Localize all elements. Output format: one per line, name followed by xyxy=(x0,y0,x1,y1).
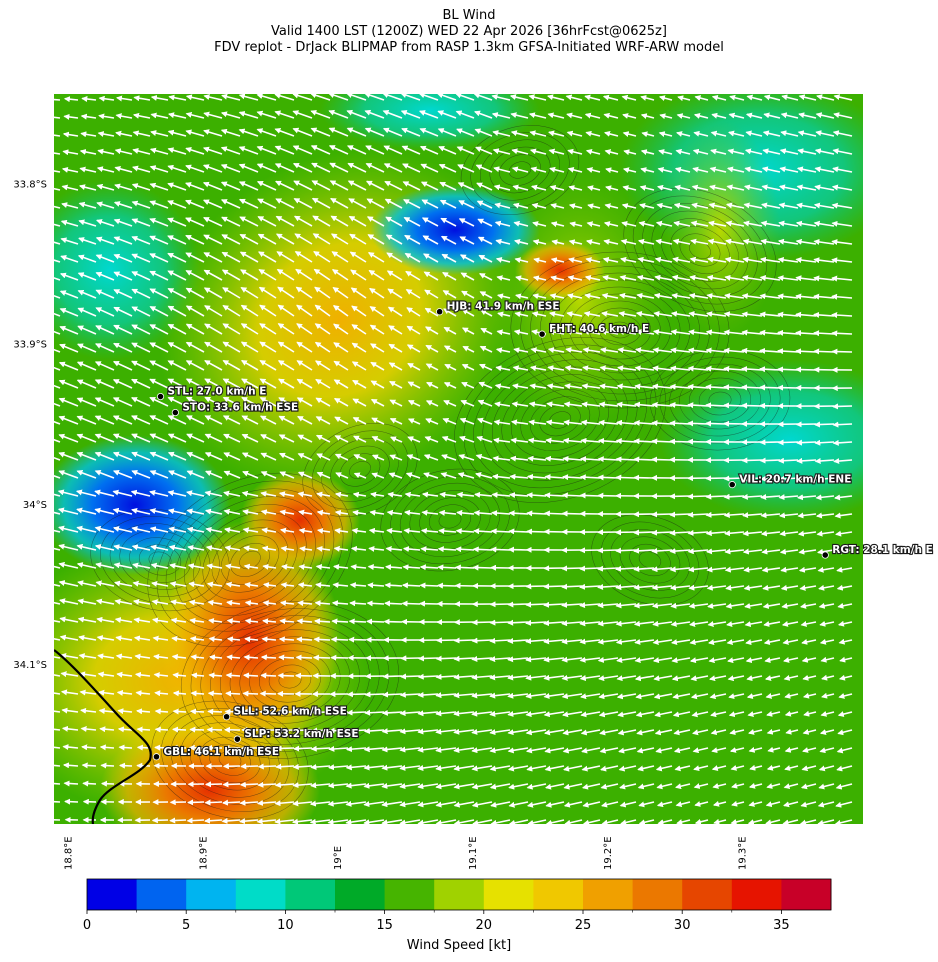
colorbar-tick-label: 15 xyxy=(376,918,393,933)
lon-tick-label: 18.8°E xyxy=(63,836,74,870)
station-label-fht: FHT: 40.6 km/h E xyxy=(549,323,649,335)
colorbar-tick-label: 10 xyxy=(277,918,294,933)
colorbar-bin xyxy=(87,879,138,910)
station-label-slp: SLP: 53.2 km/h ESE xyxy=(244,728,358,740)
colorbar-bin xyxy=(682,879,733,910)
station-label-rgt: RGT: 28.1 km/h E xyxy=(832,544,933,556)
lat-tick-label: 33.9°S xyxy=(13,340,47,351)
station-label-vil: VIL: 20.7 km/h ENE xyxy=(739,474,851,486)
colorbar-bin xyxy=(632,879,683,910)
station-dot-gbl xyxy=(152,753,161,761)
colorbar-bin xyxy=(533,879,584,910)
colorbar-tick-label: 20 xyxy=(476,918,493,933)
colorbar-bin xyxy=(186,879,237,910)
station-dot-rgt xyxy=(821,551,829,559)
lon-tick-label: 19°E xyxy=(333,846,344,870)
station-markers: HJB: 41.9 km/h ESE FHT: 40.6 km/h E STL: 2… xyxy=(152,300,934,761)
colorbar-bin xyxy=(136,879,187,910)
station-dot-slp xyxy=(233,735,241,743)
colorbar-tick-label: 0 xyxy=(83,918,91,933)
coastline xyxy=(54,649,152,824)
lat-tick-label: 34.1°S xyxy=(13,660,47,671)
longitude-axis: 18.8°E 18.9°E 19°E 19.1°E 19.2°E 19.3°E xyxy=(63,836,748,870)
colorbar-bin xyxy=(781,879,832,910)
chart-subtitle-model: FDV replot - DrJack BLIPMAP from RASP 1.… xyxy=(214,40,724,55)
station-label-hjb: HJB: 41.9 km/h ESE xyxy=(447,301,560,313)
lon-tick-label: 18.9°E xyxy=(198,836,209,870)
colorbar-bin xyxy=(384,879,435,910)
station-dot-hjb xyxy=(436,308,444,316)
colorbar-bin xyxy=(235,879,286,910)
station-label-sll: SLL: 52.6 km/h ESE xyxy=(234,706,347,718)
colorbar-label: Wind Speed [kt] xyxy=(407,938,511,953)
lat-tick-label: 33.8°S xyxy=(13,180,47,191)
colorbar-bin xyxy=(434,879,485,910)
station-dot-sto xyxy=(171,408,179,417)
station-dot-fht xyxy=(538,330,546,338)
lat-tick-label: 34°S xyxy=(23,500,47,511)
colorbar-bin xyxy=(731,879,782,910)
station-label-gbl: GBL: 46.1 km/h ESE xyxy=(163,746,279,758)
station-dot-vil xyxy=(728,481,736,489)
lon-tick-label: 19.3°E xyxy=(738,836,749,870)
colorbar: 0 5 10 15 20 25 30 35 Wind Speed [kt] xyxy=(83,878,832,953)
station-dot-stl xyxy=(156,392,165,401)
station-label-stl: STL: 27.0 km/h E xyxy=(168,386,267,398)
colorbar-bin xyxy=(335,879,386,910)
colorbar-frame xyxy=(86,878,832,911)
colorbar-tick-label: 5 xyxy=(182,918,190,933)
lon-tick-label: 19.1°E xyxy=(468,836,479,870)
colorbar-bin xyxy=(285,879,336,910)
speed-field xyxy=(54,94,863,824)
colorbar-tick-label: 25 xyxy=(575,918,592,933)
latitude-axis: 33.8°S 33.9°S 34°S 34.1°S xyxy=(13,180,47,671)
station-dot-sll xyxy=(222,713,231,721)
chart-title: BL Wind xyxy=(442,8,496,23)
station-label-sto: STO: 33.6 km/h ESE xyxy=(182,402,298,414)
colorbar-bin xyxy=(583,879,634,910)
lon-tick-label: 19.2°E xyxy=(603,836,614,870)
wind-arrows xyxy=(54,94,853,824)
colorbar-tick-label: 35 xyxy=(773,918,790,933)
chart-subtitle-valid-time: Valid 1400 LST (1200Z) WED 22 Apr 2026 [… xyxy=(271,24,667,39)
colorbar-bin xyxy=(483,879,534,910)
colorbar-tick-label: 30 xyxy=(674,918,691,933)
